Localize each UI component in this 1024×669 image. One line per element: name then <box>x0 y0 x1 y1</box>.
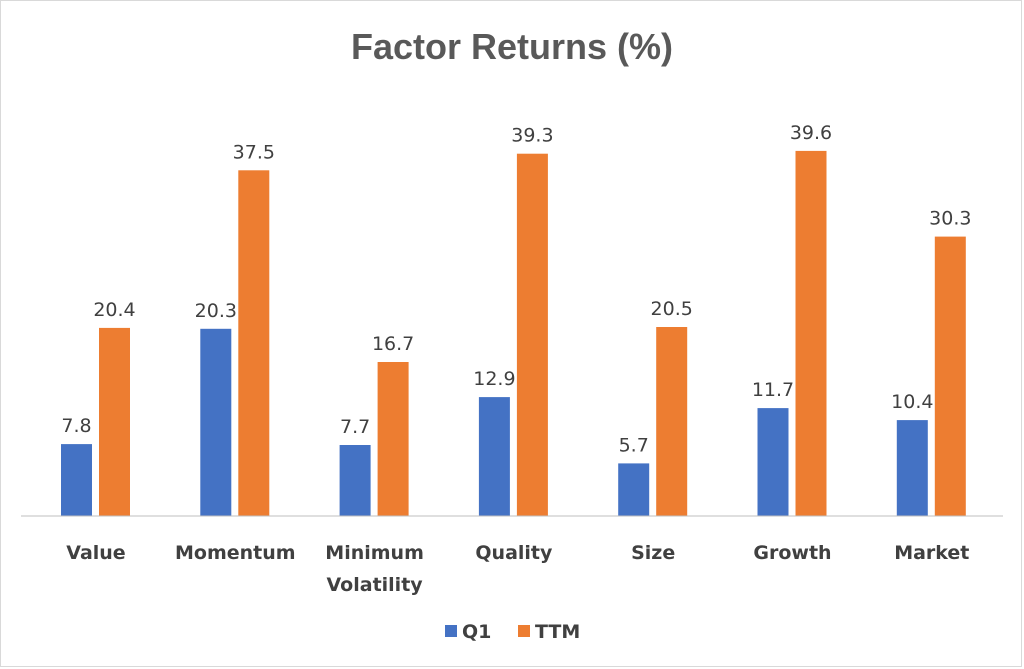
chart-title: Factor Returns (%) <box>351 26 673 67</box>
data-label-q1-3: 12.9 <box>473 368 515 390</box>
bars-group <box>61 150 966 517</box>
category-labels-group: Value Momentum Minimum Volatility Quality Siz… <box>66 542 969 596</box>
category-label-0: Value <box>66 542 125 564</box>
data-label-q1-2: 7.7 <box>340 416 370 438</box>
bar-q1-3 <box>478 397 510 516</box>
bar-ttm-5 <box>795 150 827 516</box>
bar-ttm-3 <box>516 153 548 516</box>
data-label-ttm-6: 30.3 <box>929 208 971 230</box>
category-label-4: Size <box>631 542 675 564</box>
bar-q1-1 <box>200 328 232 516</box>
bar-q1-5 <box>757 408 789 516</box>
bar-q1-4 <box>618 463 650 516</box>
category-label-6: Market <box>894 542 969 564</box>
data-label-ttm-5: 39.6 <box>790 122 832 144</box>
category-label-3: Quality <box>475 542 553 564</box>
data-label-q1-4: 5.7 <box>619 434 649 456</box>
bar-ttm-4 <box>656 327 688 516</box>
data-labels-group: 7.8 20.4 20.3 37.5 7.7 16.7 12.9 39.3 5.7 20.5 11.… <box>61 122 971 457</box>
category-label-5: Growth <box>753 542 831 564</box>
data-label-ttm-2: 16.7 <box>372 333 414 355</box>
data-label-ttm-1: 37.5 <box>233 141 275 163</box>
legend: Q1 TTM <box>445 621 580 643</box>
bar-q1-2 <box>339 445 371 516</box>
category-label-2-line-0: Minimum <box>325 542 424 564</box>
bar-ttm-1 <box>238 170 270 517</box>
bar-q1-0 <box>61 444 92 516</box>
data-label-q1-6: 10.4 <box>891 391 933 413</box>
legend-swatch-q1 <box>445 625 457 637</box>
data-label-q1-0: 7.8 <box>61 415 91 437</box>
bar-ttm-0 <box>99 327 130 516</box>
data-label-ttm-0: 20.4 <box>93 299 135 321</box>
legend-swatch-ttm <box>518 625 530 637</box>
data-label-q1-5: 11.7 <box>752 379 794 401</box>
data-label-q1-1: 20.3 <box>195 300 237 322</box>
legend-label-q1: Q1 <box>462 621 491 643</box>
bar-q1-6 <box>896 420 928 516</box>
legend-label-ttm: TTM <box>535 621 580 643</box>
bar-ttm-6 <box>934 236 966 516</box>
data-label-ttm-3: 39.3 <box>511 125 553 147</box>
category-label-2-line-1: Volatility <box>327 574 424 596</box>
bar-ttm-2 <box>377 362 409 516</box>
category-label-1: Momentum <box>175 542 296 564</box>
data-label-ttm-4: 20.5 <box>651 298 693 320</box>
